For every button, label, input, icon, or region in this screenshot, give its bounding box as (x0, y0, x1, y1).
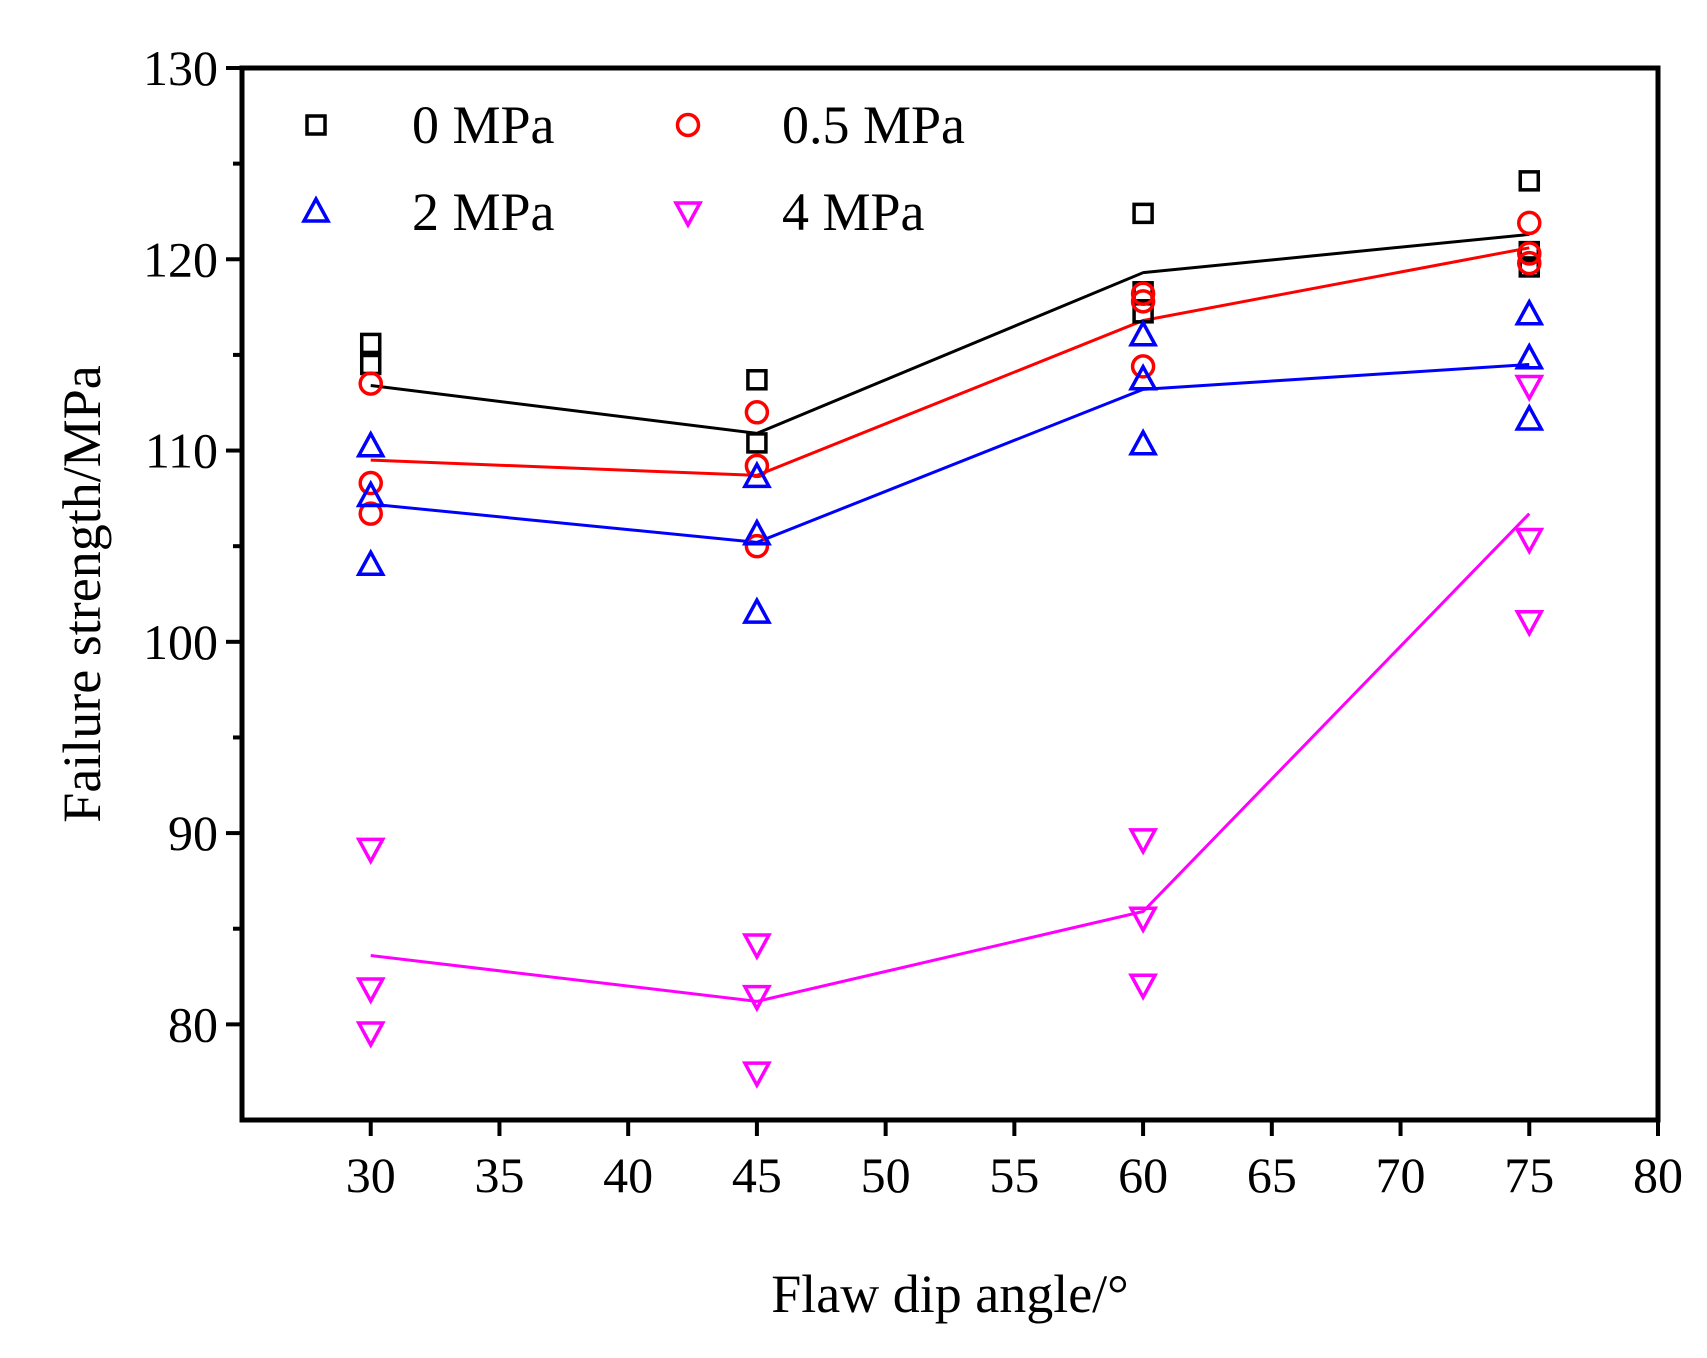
x-tick-label: 75 (1504, 1147, 1554, 1203)
data-point-0-mpa (1132, 202, 1154, 225)
data-point-0-5-mpa (1517, 250, 1542, 276)
x-tick-label: 50 (861, 1147, 911, 1203)
x-tick-label: 55 (989, 1147, 1039, 1203)
data-point-2-mpa (1128, 363, 1159, 391)
data-point-0-5-mpa (744, 533, 770, 559)
data-point-0-5-mpa (1130, 289, 1156, 314)
data-point-0-5-mpa (744, 400, 770, 425)
data-point-2-mpa (741, 596, 772, 624)
data-point-4-mpa (1514, 374, 1545, 403)
data-point-2-mpa (355, 430, 386, 458)
data-point-0-5-mpa (744, 453, 770, 479)
data-point-2-mpa (1128, 319, 1159, 347)
y-tick-label: 110 (145, 423, 218, 479)
fit-lines (370, 232, 1531, 1003)
data-point-4-mpa (1128, 973, 1159, 1001)
x-tick-label: 70 (1376, 1147, 1426, 1203)
legend: 0 MPa 0.5 MPa 2 MPa 4 MPa (301, 95, 965, 242)
data-point-0-mpa (746, 432, 768, 454)
data-point-4-mpa (1128, 906, 1159, 934)
data-point-0-5-mpa (1130, 281, 1156, 306)
data-point-4-mpa (355, 1021, 386, 1049)
x-tick-label: 45 (732, 1147, 782, 1203)
data-point-0-5-mpa (358, 501, 383, 526)
data-point-4-mpa (1514, 610, 1545, 638)
data-point-4-mpa (741, 984, 772, 1013)
fit-line-4-mpa (370, 512, 1531, 1003)
legend-marker-0-mpa (305, 114, 327, 136)
y-tick-label: 130 (143, 40, 218, 96)
fit-line-2-mpa (370, 362, 1530, 544)
y-tick-label: 120 (143, 231, 218, 287)
data-point-0-5-mpa (358, 371, 383, 396)
x-tick-label: 30 (346, 1147, 396, 1203)
data-point-0-5-mpa (358, 470, 383, 496)
data-point-2-mpa (1514, 403, 1545, 431)
data-point-2-mpa (741, 518, 772, 546)
legend-label-0-5-mpa: 0.5 MPa (782, 95, 965, 155)
plot-frame (239, 65, 1661, 1123)
data-point-2-mpa (741, 460, 772, 489)
data-point-4-mpa (741, 1061, 772, 1089)
data-point-2-mpa (1514, 342, 1545, 370)
legend-marker-0-5-mpa (675, 112, 701, 138)
data-point-2-mpa (1128, 428, 1159, 456)
data-point-0-mpa (1518, 170, 1541, 192)
data-point-0-mpa (746, 369, 768, 391)
x-tick-label: 60 (1118, 1147, 1168, 1203)
y-tick-label: 80 (168, 996, 218, 1052)
legend-label-4-mpa: 4 MPa (782, 182, 925, 242)
data-point-0-5-mpa (1517, 241, 1542, 266)
data-point-4-mpa (1514, 527, 1545, 556)
data-point-4-mpa (741, 933, 772, 961)
y-tick-label: 100 (143, 614, 218, 670)
data-point-0-mpa (359, 353, 382, 376)
fit-line-0-mpa (370, 232, 1530, 435)
data-point-0-mpa (359, 332, 382, 355)
data-point-4-mpa (1128, 828, 1159, 856)
data-point-0-5-mpa (1517, 210, 1542, 236)
y-tick-label: 90 (168, 805, 218, 861)
data-point-0-5-mpa (1130, 354, 1156, 379)
legend-marker-4-mpa (673, 201, 703, 229)
fit-line-0-5-mpa (370, 246, 1530, 477)
y-axis-title: Failure strength/MPa (52, 365, 112, 822)
x-axis-title: Flaw dip angle/° (771, 1264, 1129, 1324)
data-point-4-mpa (355, 837, 386, 866)
data-point-2-mpa (1514, 298, 1545, 326)
data-point-4-mpa (355, 977, 386, 1005)
x-tick-label: 40 (603, 1147, 653, 1203)
x-tick-label: 35 (474, 1147, 524, 1203)
x-tick-label: 65 (1247, 1147, 1297, 1203)
data-markers (355, 170, 1545, 1089)
legend-label-2-mpa: 2 MPa (412, 182, 555, 242)
data-point-2-mpa (355, 479, 386, 508)
data-point-2-mpa (355, 548, 386, 577)
x-tick-label: 80 (1633, 1147, 1683, 1203)
legend-marker-2-mpa (301, 195, 331, 223)
axes: 30 35 40 45 50 55 60 65 70 75 80 80 90 100 110 120 130 (143, 40, 1683, 1203)
legend-label-0-mpa: 0 MPa (412, 95, 555, 155)
